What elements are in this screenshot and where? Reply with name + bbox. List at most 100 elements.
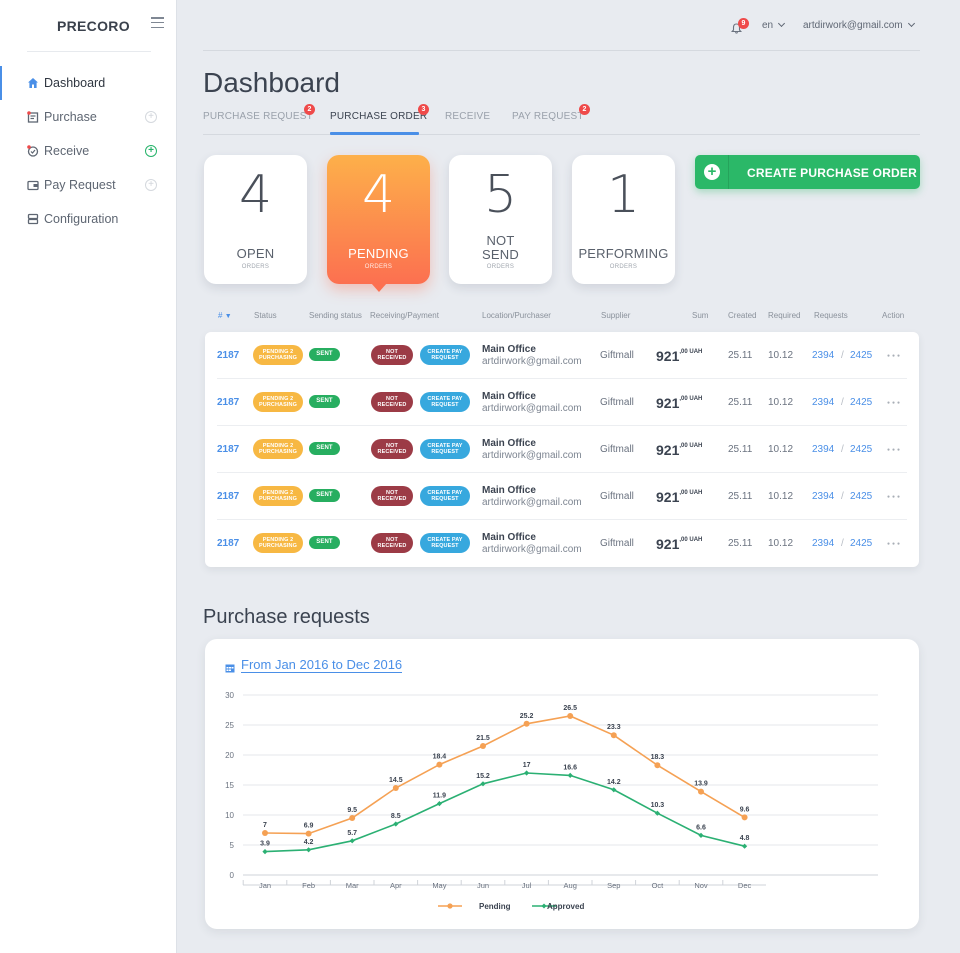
page-title: Dashboard: [203, 67, 340, 98]
add-purchase-icon[interactable]: +: [145, 111, 157, 123]
order-sum: 921,00 UAH: [656, 442, 702, 458]
table-row[interactable]: 2187 PENDING 2 PURCHASING SENT NOT RECEIVED…: [205, 379, 919, 426]
column-header-status[interactable]: Status: [254, 311, 277, 320]
receiving-status-badge: NOT RECEIVED: [371, 439, 413, 459]
stat-sublabel: ORDERS: [609, 264, 638, 270]
tab-label: PURCHASE REQUEST: [203, 111, 313, 122]
table-row[interactable]: 2187 PENDING 2 PURCHASING SENT NOT RECEIVED…: [205, 332, 919, 379]
button-label: CREATE PURCHASE ORDER: [747, 166, 917, 180]
purchaser-email: artdirwork@gmail.com: [482, 403, 582, 414]
row-divider: [217, 472, 907, 473]
table-row[interactable]: 2187 PENDING 2 PURCHASING SENT NOT RECEIVED…: [205, 520, 919, 567]
more-actions-icon[interactable]: ●●●: [887, 494, 903, 500]
stat-card-pending[interactable]: 4 PENDING ORDERS: [327, 155, 430, 292]
sidebar-item-purchase[interactable]: Purchase +: [0, 102, 177, 132]
request-link[interactable]: 2425: [850, 491, 873, 502]
more-actions-icon[interactable]: ●●●: [887, 447, 903, 453]
request-link[interactable]: 2425: [850, 397, 873, 408]
sidebar-item-label: Receive: [44, 144, 90, 158]
user-menu[interactable]: artdirwork@gmail.com: [803, 19, 915, 31]
sidebar-item-label: Dashboard: [44, 76, 106, 90]
sending-status-badge: SENT: [309, 489, 340, 502]
stat-card-performing[interactable]: 1 PERFORMING ORDERS: [572, 155, 675, 284]
order-id-link[interactable]: 2187: [217, 397, 240, 408]
request-link[interactable]: 2394: [812, 538, 835, 549]
request-separator: /: [841, 491, 844, 502]
receive-icon: [27, 145, 39, 157]
wallet-icon: [27, 179, 39, 191]
stat-card-open[interactable]: 4 OPEN ORDERS: [204, 155, 307, 284]
order-id-link[interactable]: 2187: [217, 444, 240, 455]
sending-status-badge: SENT: [309, 442, 340, 455]
more-actions-icon[interactable]: ●●●: [887, 400, 903, 406]
tab-pay-request[interactable]: PAY REQUEST 2: [512, 104, 590, 122]
sidebar-item-label: Configuration: [44, 212, 119, 226]
column-header-created[interactable]: Created: [728, 311, 757, 320]
request-link[interactable]: 2394: [812, 491, 835, 502]
tab-receive[interactable]: RECEIVE: [445, 111, 490, 122]
sidebar-item-dashboard[interactable]: Dashboard: [0, 66, 177, 100]
column-header-sum[interactable]: Sum: [692, 311, 709, 320]
brand-logo[interactable]: PRECORO: [57, 18, 130, 34]
tab-purchase-request[interactable]: PURCHASE REQUEST 2: [203, 104, 315, 122]
stat-label: OPEN: [236, 246, 275, 261]
row-divider: [217, 378, 907, 379]
request-link[interactable]: 2425: [850, 350, 873, 361]
create-pay-request-button[interactable]: CREATE PAY REQUEST: [420, 345, 470, 365]
request-link[interactable]: 2394: [812, 397, 835, 408]
tabs-divider: [203, 134, 920, 135]
column-header-required[interactable]: Required: [768, 311, 801, 320]
menu-icon[interactable]: [151, 17, 164, 31]
date-range-picker[interactable]: From Jan 2016 to Dec 2016: [225, 657, 403, 673]
receiving-status-badge: NOT RECEIVED: [371, 486, 413, 506]
required-date: 10.12: [768, 491, 794, 502]
stat-card-not-send[interactable]: 5 NOT SEND ORDERS: [449, 155, 552, 284]
create-pay-request-button[interactable]: CREATE PAY REQUEST: [420, 439, 470, 459]
column-header-requests[interactable]: Requests: [814, 311, 848, 320]
table-row[interactable]: 2187 PENDING 2 PURCHASING SENT NOT RECEIVED…: [205, 426, 919, 473]
sum-integer: 921: [656, 395, 680, 411]
create-pay-request-button[interactable]: CREATE PAY REQUEST: [420, 533, 470, 553]
created-date: 25.11: [728, 491, 753, 502]
order-id-link[interactable]: 2187: [217, 491, 240, 502]
request-link[interactable]: 2425: [850, 538, 873, 549]
column-header-receiving[interactable]: Receiving/Payment: [370, 311, 439, 320]
order-id-link[interactable]: 2187: [217, 538, 240, 549]
request-link[interactable]: 2394: [812, 444, 835, 455]
add-pay-request-icon[interactable]: +: [145, 179, 157, 191]
more-actions-icon[interactable]: ●●●: [887, 541, 903, 547]
sidebar-item-pay-request[interactable]: Pay Request +: [0, 170, 177, 200]
sidebar-item-receive[interactable]: Receive +: [0, 136, 177, 166]
create-pay-request-button[interactable]: CREATE PAY REQUEST: [420, 392, 470, 412]
order-sum: 921,00 UAH: [656, 395, 702, 411]
request-link[interactable]: 2394: [812, 350, 835, 361]
column-header-sending[interactable]: Sending status: [309, 311, 362, 320]
sidebar-item-configuration[interactable]: Configuration: [0, 204, 177, 234]
supplier-name: Giftmall: [600, 538, 634, 549]
created-date: 25.11: [728, 350, 753, 361]
table-row[interactable]: 2187 PENDING 2 PURCHASING SENT NOT RECEIVED…: [205, 473, 919, 520]
sum-decimal: ,00 UAH: [679, 395, 703, 402]
sending-status-badge: SENT: [309, 536, 340, 549]
more-actions-icon[interactable]: ●●●: [887, 353, 903, 359]
create-purchase-order-button[interactable]: + CREATE PURCHASE ORDER: [695, 155, 920, 189]
sum-integer: 921: [656, 536, 680, 552]
order-id-link[interactable]: 2187: [217, 350, 240, 361]
stat-value: 4: [238, 165, 273, 225]
chart-card: [205, 639, 919, 929]
tab-purchase-order[interactable]: PURCHASE ORDER 3: [330, 104, 429, 122]
language-value: en: [762, 20, 774, 31]
column-header-supplier[interactable]: Supplier: [601, 311, 631, 320]
required-date: 10.12: [768, 538, 794, 549]
supplier-name: Giftmall: [600, 491, 634, 502]
create-pay-request-button[interactable]: CREATE PAY REQUEST: [420, 486, 470, 506]
add-receive-icon[interactable]: +: [145, 145, 157, 157]
column-header-id[interactable]: # ▼: [218, 311, 232, 320]
language-select[interactable]: en: [762, 19, 786, 31]
request-link[interactable]: 2425: [850, 444, 873, 455]
column-header-location[interactable]: Location/Purchaser: [482, 311, 551, 320]
status-badge: PENDING 2 PURCHASING: [253, 486, 303, 506]
date-range-label: From Jan 2016 to Dec 2016: [241, 657, 403, 673]
column-header-action: Action: [882, 311, 905, 320]
required-date: 10.12: [768, 444, 794, 455]
